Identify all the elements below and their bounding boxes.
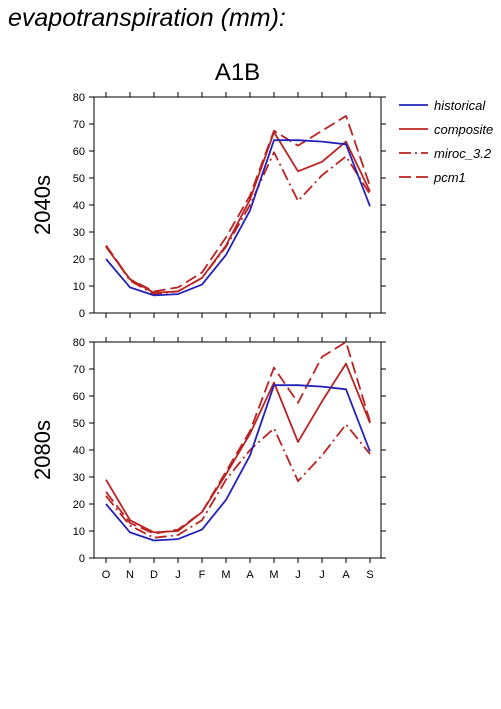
x-tick-label: J — [295, 569, 301, 581]
y-tick-label: 30 — [73, 227, 85, 239]
series-line-historical — [105, 139, 371, 297]
x-tick-label: A — [342, 569, 350, 581]
y-tick-label: 40 — [73, 445, 85, 457]
legend-label-miroc_3.2: miroc_3.2 — [434, 146, 492, 161]
legend-label-historical: historical — [434, 98, 486, 113]
y-tick-label: 30 — [73, 472, 85, 484]
legend-label-composite: composite — [434, 122, 493, 137]
x-tick-label: M — [269, 569, 278, 581]
y-tick-label: 70 — [73, 119, 85, 131]
series-line-historical — [105, 384, 371, 542]
y-tick-label: 0 — [79, 553, 85, 565]
y-tick-label: 80 — [73, 92, 85, 104]
x-tick-label: M — [221, 569, 230, 581]
plot-frame — [93, 96, 382, 314]
series-line-miroc_3.2 — [105, 423, 371, 539]
x-tick-label: J — [175, 569, 181, 581]
y-tick-label: 80 — [73, 337, 85, 349]
legend: historical composite miroc_3.2 pcm1 — [399, 98, 493, 185]
y-tick-label: 50 — [73, 418, 85, 430]
x-tick-label: N — [126, 569, 134, 581]
panel-label: 2040s — [30, 175, 55, 235]
panel-2080s: 0 10 20 30 40 50 60 70 80 O N D J F M A M J J A S 2080s — [30, 337, 386, 581]
panel-2040s: 0 10 20 30 40 50 60 70 80 2040s — [30, 92, 386, 320]
scenario-label: A1B — [215, 59, 260, 86]
y-tick-label: 0 — [79, 308, 85, 320]
y-tick-label: 60 — [73, 146, 85, 158]
x-tick-label: J — [319, 569, 325, 581]
y-tick-label: 50 — [73, 173, 85, 185]
x-tick-label: D — [150, 569, 158, 581]
y-tick-label: 10 — [73, 281, 85, 293]
legend-label-pcm1: pcm1 — [433, 170, 466, 185]
panel-label: 2080s — [30, 420, 55, 480]
series-line-miroc_3.2 — [105, 151, 371, 296]
x-tick-label: A — [246, 569, 254, 581]
y-tick-label: 40 — [73, 200, 85, 212]
series-line-pcm1 — [105, 341, 371, 535]
y-tick-label: 10 — [73, 526, 85, 538]
y-tick-label: 20 — [73, 499, 85, 511]
series-line-composite — [105, 131, 371, 294]
x-tick-label: F — [199, 569, 206, 581]
y-tick-label: 70 — [73, 364, 85, 376]
x-tick-label: S — [366, 569, 373, 581]
plot-frame — [93, 341, 382, 559]
figure-title: evapotranspiration (mm): — [8, 4, 286, 32]
series-line-composite — [105, 362, 371, 534]
y-tick-label: 20 — [73, 254, 85, 266]
x-tick-label: O — [102, 569, 111, 581]
y-tick-label: 60 — [73, 391, 85, 403]
series-line-pcm1 — [105, 115, 371, 293]
